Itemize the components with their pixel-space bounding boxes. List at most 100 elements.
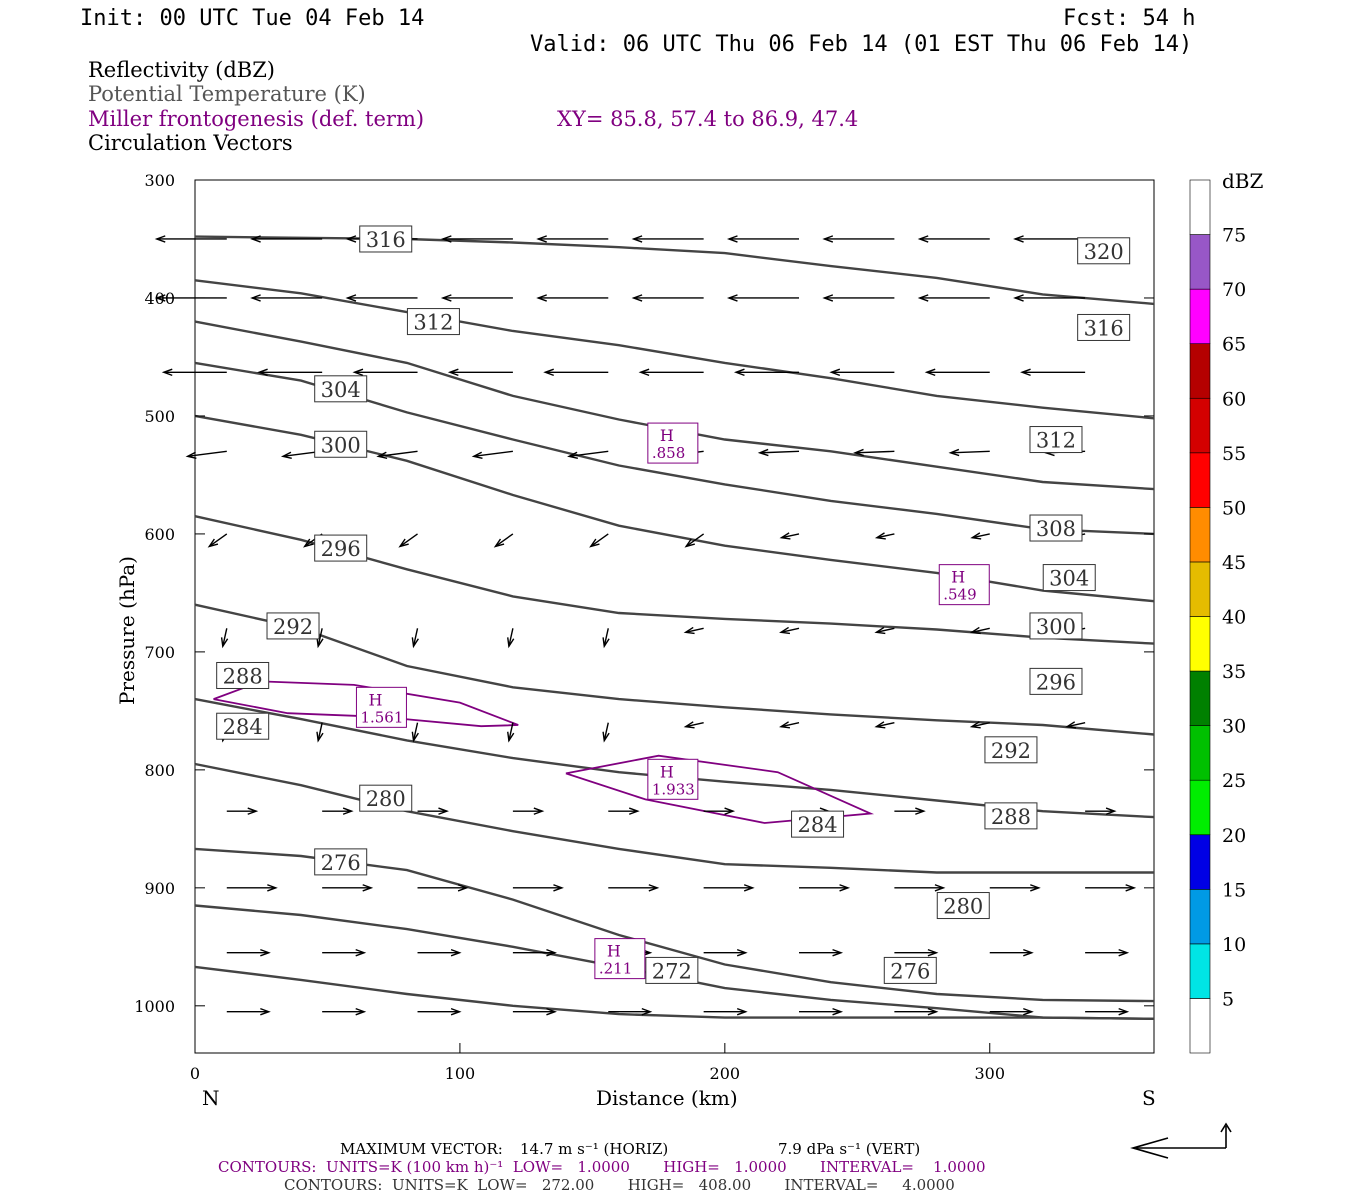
circulation-vector-head	[411, 637, 419, 649]
frontogenesis-max-box	[594, 938, 646, 980]
theta-label: 312	[413, 311, 453, 335]
circulation-vector-head	[1020, 368, 1031, 377]
circulation-vector	[950, 450, 990, 454]
theta-label: 276	[321, 851, 361, 875]
x-tick-label: 100	[445, 1064, 476, 1083]
circulation-vector-head	[161, 368, 173, 377]
circulation-vector-head	[546, 948, 557, 957]
legend-frontogenesis: Miller frontogenesis (def. term)	[88, 107, 424, 131]
circulation-vector-head	[546, 1007, 557, 1016]
circulation-vector	[568, 450, 609, 458]
theta-label: 316	[1084, 316, 1124, 340]
color-bar-label: 15	[1222, 879, 1246, 901]
theta-label: 296	[321, 537, 361, 561]
circulation-vector-head	[1118, 1007, 1130, 1016]
plot-frame	[194, 179, 1155, 1054]
circulation-vector-head	[628, 807, 640, 815]
x-end-label-right: S	[1142, 1086, 1156, 1110]
circulation-vector	[685, 627, 704, 633]
circulation-vector-head	[398, 538, 409, 548]
y-tick-label: 400	[144, 289, 175, 308]
circulation-vector	[685, 721, 704, 728]
circulation-vector	[685, 533, 705, 547]
circulation-vector-head	[853, 448, 864, 457]
circulation-vector-head	[779, 532, 791, 540]
y-axis: 300 400 500 600 700 800 900 1000	[134, 171, 1154, 1016]
theta-label: 292	[273, 615, 313, 639]
color-bar-segment	[1189, 670, 1211, 726]
circulation-vector	[972, 533, 990, 539]
theta-label: 288	[223, 664, 263, 688]
color-bar-segment	[1189, 943, 1211, 999]
circulation-vector	[1066, 721, 1086, 728]
theta-label-box	[216, 712, 270, 740]
theta-label-box	[1029, 514, 1083, 542]
circulation-vector	[603, 722, 609, 741]
theta-contour-line	[194, 603, 1155, 736]
color-bar-segment	[1189, 561, 1211, 617]
circulation-vector	[473, 450, 513, 458]
circulation-vector-head	[779, 626, 791, 635]
init-time: Init: 00 UTC Tue 04 Feb 14	[80, 6, 424, 31]
circulation-vector-head	[684, 538, 696, 548]
circulation-vector-head	[536, 235, 547, 243]
circulation-vector-head	[631, 294, 643, 302]
y-tick-label: 800	[144, 761, 175, 780]
circulation-vector-head	[736, 1007, 748, 1016]
theta-label: 280	[366, 787, 406, 811]
theta-label-box	[266, 612, 320, 640]
forecast-hour: Fcst: 54 h	[1063, 6, 1195, 31]
color-bar-segment	[1189, 179, 1211, 235]
theta-label-box	[1029, 612, 1083, 640]
reflectivity-color-bar: 5 10 15 20 25 30 35 40 45 50 55 60 65 70 75	[1189, 179, 1246, 1054]
circulation-vector-head	[589, 538, 600, 548]
circulation-vector-head	[280, 451, 292, 460]
circulation-vector	[317, 628, 323, 647]
circulation-vector-head	[533, 807, 545, 815]
circulation-vector-head	[924, 368, 936, 377]
circulation-vector-head	[345, 235, 357, 243]
x-tick-label: 300	[974, 1064, 1005, 1083]
circulation-vector-head	[726, 235, 738, 243]
circulation-vector	[590, 533, 609, 547]
color-bar-segment	[1189, 834, 1211, 890]
frontogenesis-contours	[213, 680, 875, 824]
y-tick-label: 900	[144, 879, 175, 898]
theta-label: 288	[991, 805, 1031, 829]
theta-label-box	[984, 802, 1038, 830]
max-vector-vertical: 7.9 dPa s⁻¹ (VERT)	[778, 1140, 920, 1158]
circulation-vector	[412, 722, 419, 741]
circulation-vector-head	[969, 721, 981, 729]
theta-label: 304	[1049, 567, 1089, 591]
circulation-vector-head	[207, 538, 219, 548]
color-bar-title: dBZ	[1222, 169, 1264, 193]
circulation-vector-head	[355, 948, 367, 957]
frontogenesis-max-letter: H	[951, 568, 965, 587]
circulation-vector-head	[874, 626, 886, 635]
x-tick-label: 200	[710, 1064, 741, 1083]
theta-label: 304	[321, 378, 361, 402]
theta-label: 300	[1036, 615, 1076, 639]
circulation-vector-head	[450, 948, 462, 957]
y-axis-title: Pressure (hPa)	[115, 556, 139, 705]
color-bar-label: 65	[1222, 334, 1246, 356]
theta-label-box	[1077, 237, 1131, 265]
circulation-vector	[876, 627, 895, 633]
circulation-vectors	[154, 235, 1137, 1016]
circulation-vector-head	[683, 626, 695, 635]
theta-label: 284	[223, 715, 263, 739]
theta-label: 292	[991, 739, 1031, 763]
circulation-vector	[876, 533, 895, 539]
circulation-vector-head	[1125, 884, 1137, 892]
circulation-vector	[208, 533, 228, 547]
circulation-vector-head	[342, 807, 354, 815]
y-tick-label: 300	[144, 171, 175, 190]
circulation-vector-head	[1013, 235, 1024, 243]
color-bar-segment	[1189, 725, 1211, 781]
theta-contour-line	[194, 320, 1155, 491]
theta-label-box	[216, 661, 270, 689]
theta-contour-line	[194, 235, 1155, 306]
circulation-vector-head	[638, 368, 650, 377]
circulation-vector-head	[1118, 948, 1130, 957]
theta-label-box	[1029, 426, 1083, 454]
